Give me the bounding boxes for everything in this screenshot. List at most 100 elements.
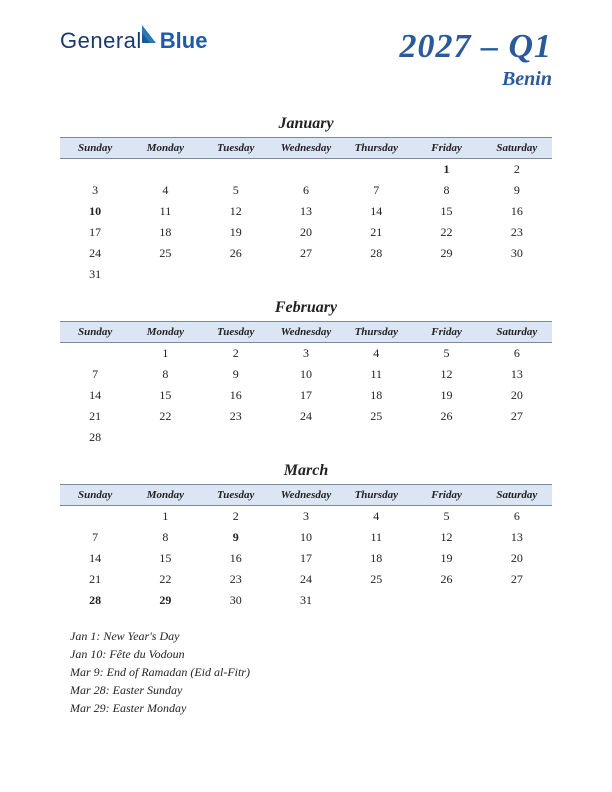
title-block: 2027 – Q1 Benin	[399, 28, 552, 91]
calendar-cell: 27	[482, 406, 552, 427]
calendar-cell: 24	[271, 569, 341, 590]
calendar-cell: 25	[341, 569, 411, 590]
calendar-cell	[60, 506, 130, 528]
calendar-cell: 1	[130, 506, 200, 528]
calendar-cell: 10	[271, 527, 341, 548]
calendar-cell: 26	[411, 569, 481, 590]
calendar-cell: 11	[341, 364, 411, 385]
holiday-entry: Jan 10: Fête du Vodoun	[70, 645, 542, 663]
calendar-cell: 9	[201, 364, 271, 385]
calendar-cell: 18	[341, 385, 411, 406]
calendar-cell: 10	[60, 201, 130, 222]
calendars-container: JanuarySundayMondayTuesdayWednesdayThurs…	[0, 115, 612, 611]
calendar-cell: 20	[482, 385, 552, 406]
day-header: Tuesday	[201, 138, 271, 159]
day-header: Thursday	[341, 485, 411, 506]
calendar-cell: 10	[271, 364, 341, 385]
calendar-cell	[482, 427, 552, 448]
calendar-cell: 21	[341, 222, 411, 243]
month-name: March	[60, 462, 552, 480]
calendar-cell: 15	[130, 548, 200, 569]
logo-text-1: General	[60, 28, 142, 54]
calendar-cell: 8	[130, 364, 200, 385]
period-title: 2027 – Q1	[399, 28, 552, 66]
calendar-cell: 29	[411, 243, 481, 264]
calendar-cell	[271, 427, 341, 448]
calendar-cell: 3	[271, 343, 341, 365]
calendar-cell: 3	[271, 506, 341, 528]
calendar-cell: 20	[271, 222, 341, 243]
calendar-cell	[482, 590, 552, 611]
month-block: February SundayMondayTuesdayWednesdayThur…	[60, 299, 552, 448]
calendar-cell: 13	[482, 527, 552, 548]
month-name: February	[60, 299, 552, 317]
calendar-table: SundayMondayTuesdayWednesdayThursdayFrid…	[60, 484, 552, 611]
calendar-cell: 18	[341, 548, 411, 569]
calendar-cell: 21	[60, 406, 130, 427]
calendar-cell	[201, 427, 271, 448]
day-header: Saturday	[482, 322, 552, 343]
calendar-cell	[411, 264, 481, 285]
day-header: Monday	[130, 485, 200, 506]
calendar-cell: 25	[130, 243, 200, 264]
calendar-row: 21222324252627	[60, 406, 552, 427]
calendar-cell: 16	[201, 548, 271, 569]
holiday-entry: Mar 29: Easter Monday	[70, 699, 542, 717]
holidays-list: Jan 1: New Year's DayJan 10: Fête du Vod…	[0, 611, 612, 733]
calendar-cell: 5	[201, 180, 271, 201]
calendar-cell: 25	[341, 406, 411, 427]
calendar-cell	[130, 264, 200, 285]
calendar-cell: 6	[482, 506, 552, 528]
day-header: Wednesday	[271, 138, 341, 159]
calendar-cell: 23	[482, 222, 552, 243]
day-header: Monday	[130, 322, 200, 343]
calendar-cell	[411, 590, 481, 611]
calendar-cell: 8	[411, 180, 481, 201]
calendar-cell: 14	[60, 385, 130, 406]
calendar-cell: 16	[482, 201, 552, 222]
calendar-cell: 13	[482, 364, 552, 385]
calendar-cell: 24	[60, 243, 130, 264]
country-title: Benin	[399, 68, 552, 91]
calendar-cell: 12	[201, 201, 271, 222]
month-block: March SundayMondayTuesdayWednesdayThursda…	[60, 462, 552, 611]
day-header: Tuesday	[201, 485, 271, 506]
calendar-row: 24252627282930	[60, 243, 552, 264]
calendar-cell: 3	[60, 180, 130, 201]
calendar-cell: 15	[411, 201, 481, 222]
holiday-entry: Mar 9: End of Ramadan (Eid al-Fitr)	[70, 663, 542, 681]
calendar-table: SundayMondayTuesdayWednesdayThursdayFrid…	[60, 137, 552, 285]
calendar-cell: 28	[60, 590, 130, 611]
calendar-row: 3456789	[60, 180, 552, 201]
calendar-cell: 28	[60, 427, 130, 448]
header: General Blue 2027 – Q1 Benin	[0, 0, 612, 101]
day-header: Thursday	[341, 322, 411, 343]
calendar-cell: 4	[341, 343, 411, 365]
calendar-cell: 7	[60, 364, 130, 385]
calendar-cell: 5	[411, 343, 481, 365]
calendar-cell: 29	[130, 590, 200, 611]
calendar-cell: 17	[60, 222, 130, 243]
calendar-cell: 23	[201, 406, 271, 427]
calendar-cell: 2	[201, 506, 271, 528]
calendar-cell: 14	[60, 548, 130, 569]
logo-sail-icon	[140, 23, 160, 45]
day-header: Friday	[411, 485, 481, 506]
calendar-table: SundayMondayTuesdayWednesdayThursdayFrid…	[60, 321, 552, 448]
calendar-cell: 4	[341, 506, 411, 528]
calendar-cell	[130, 427, 200, 448]
logo-text-2: Blue	[160, 28, 208, 54]
calendar-row: 12	[60, 159, 552, 181]
calendar-cell: 23	[201, 569, 271, 590]
calendar-cell: 2	[201, 343, 271, 365]
calendar-cell: 19	[201, 222, 271, 243]
calendar-cell: 17	[271, 385, 341, 406]
calendar-cell	[341, 264, 411, 285]
calendar-cell: 22	[130, 406, 200, 427]
calendar-cell: 12	[411, 364, 481, 385]
day-header: Tuesday	[201, 322, 271, 343]
day-header: Wednesday	[271, 485, 341, 506]
calendar-cell: 5	[411, 506, 481, 528]
calendar-cell: 9	[201, 527, 271, 548]
calendar-cell: 6	[271, 180, 341, 201]
